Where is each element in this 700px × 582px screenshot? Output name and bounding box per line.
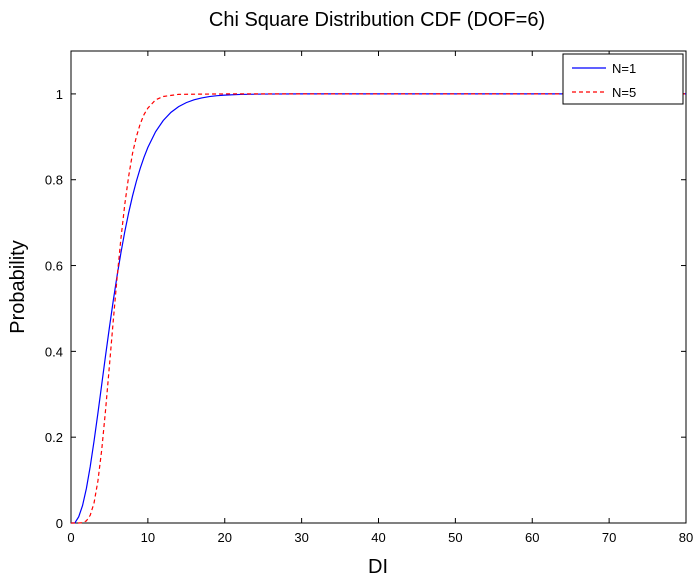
y-tick-label: 0 — [56, 516, 63, 531]
x-tick-label: 80 — [679, 530, 693, 545]
x-tick-label: 60 — [525, 530, 539, 545]
y-tick-label: 0.2 — [45, 430, 63, 445]
x-tick-label: 70 — [602, 530, 616, 545]
y-tick-label: 1 — [56, 87, 63, 102]
legend: N=1 N=5 — [562, 53, 684, 105]
x-tick-label: 0 — [67, 530, 74, 545]
x-axis-label: DI — [368, 556, 388, 578]
legend-label-n5: N=5 — [612, 85, 636, 100]
y-tick-label: 0.8 — [45, 173, 63, 188]
y-axis-label: Probability — [7, 240, 29, 333]
y-tick-label: 0.4 — [45, 344, 63, 359]
legend-label-n1: N=1 — [612, 61, 636, 76]
x-tick-label: 10 — [141, 530, 155, 545]
x-tick-label: 30 — [294, 530, 308, 545]
axis-ticks — [70, 51, 687, 524]
series-line-n5 — [71, 93, 686, 524]
x-tick-labels: 0 10 20 30 40 50 60 70 80 — [67, 530, 693, 545]
legend-box — [562, 53, 684, 105]
x-tick-label: 20 — [218, 530, 232, 545]
series-lines — [70, 93, 686, 524]
chart-title: Chi Square Distribution CDF (DOF=6) — [209, 9, 545, 31]
y-tick-label: 0.6 — [45, 259, 63, 274]
plot-area — [70, 50, 687, 524]
x-tick-label: 50 — [448, 530, 462, 545]
y-tick-labels: 0 0.2 0.4 0.6 0.8 1 — [45, 87, 63, 531]
x-tick-label: 40 — [371, 530, 385, 545]
